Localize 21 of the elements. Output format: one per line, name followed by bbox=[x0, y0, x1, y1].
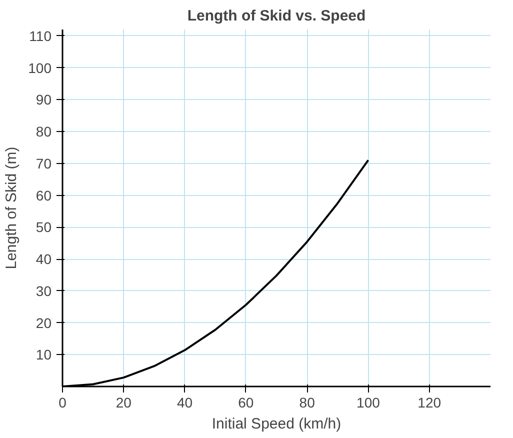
y-tick-label: 110 bbox=[29, 28, 52, 44]
y-tick-label: 70 bbox=[36, 155, 52, 172]
y-tick-label: 30 bbox=[36, 282, 52, 299]
y-tick-label: 100 bbox=[28, 60, 52, 76]
x-tick-label: 60 bbox=[238, 394, 254, 410]
y-tick-label: 20 bbox=[36, 314, 52, 331]
y-axis-title: Length of Skid (m) bbox=[3, 146, 20, 270]
y-tick-label: 40 bbox=[36, 251, 52, 267]
x-tick-label: 120 bbox=[418, 394, 442, 410]
x-tick-label: 0 bbox=[58, 394, 67, 410]
y-tick-label: 60 bbox=[36, 187, 52, 204]
y-tick-label: 90 bbox=[36, 92, 52, 108]
x-tick-label: 100 bbox=[356, 394, 380, 410]
x-tick-label: 40 bbox=[177, 394, 193, 410]
chart-title: Length of Skid vs. Speed bbox=[187, 8, 366, 24]
x-axis-title: Initial Speed (km/h) bbox=[212, 416, 342, 432]
y-tick-label: 50 bbox=[36, 219, 52, 236]
x-tick-label: 80 bbox=[299, 394, 316, 410]
x-tick-label: 20 bbox=[116, 394, 132, 410]
y-tick-label: 80 bbox=[36, 124, 52, 140]
y-tick-label: 10 bbox=[36, 346, 52, 363]
